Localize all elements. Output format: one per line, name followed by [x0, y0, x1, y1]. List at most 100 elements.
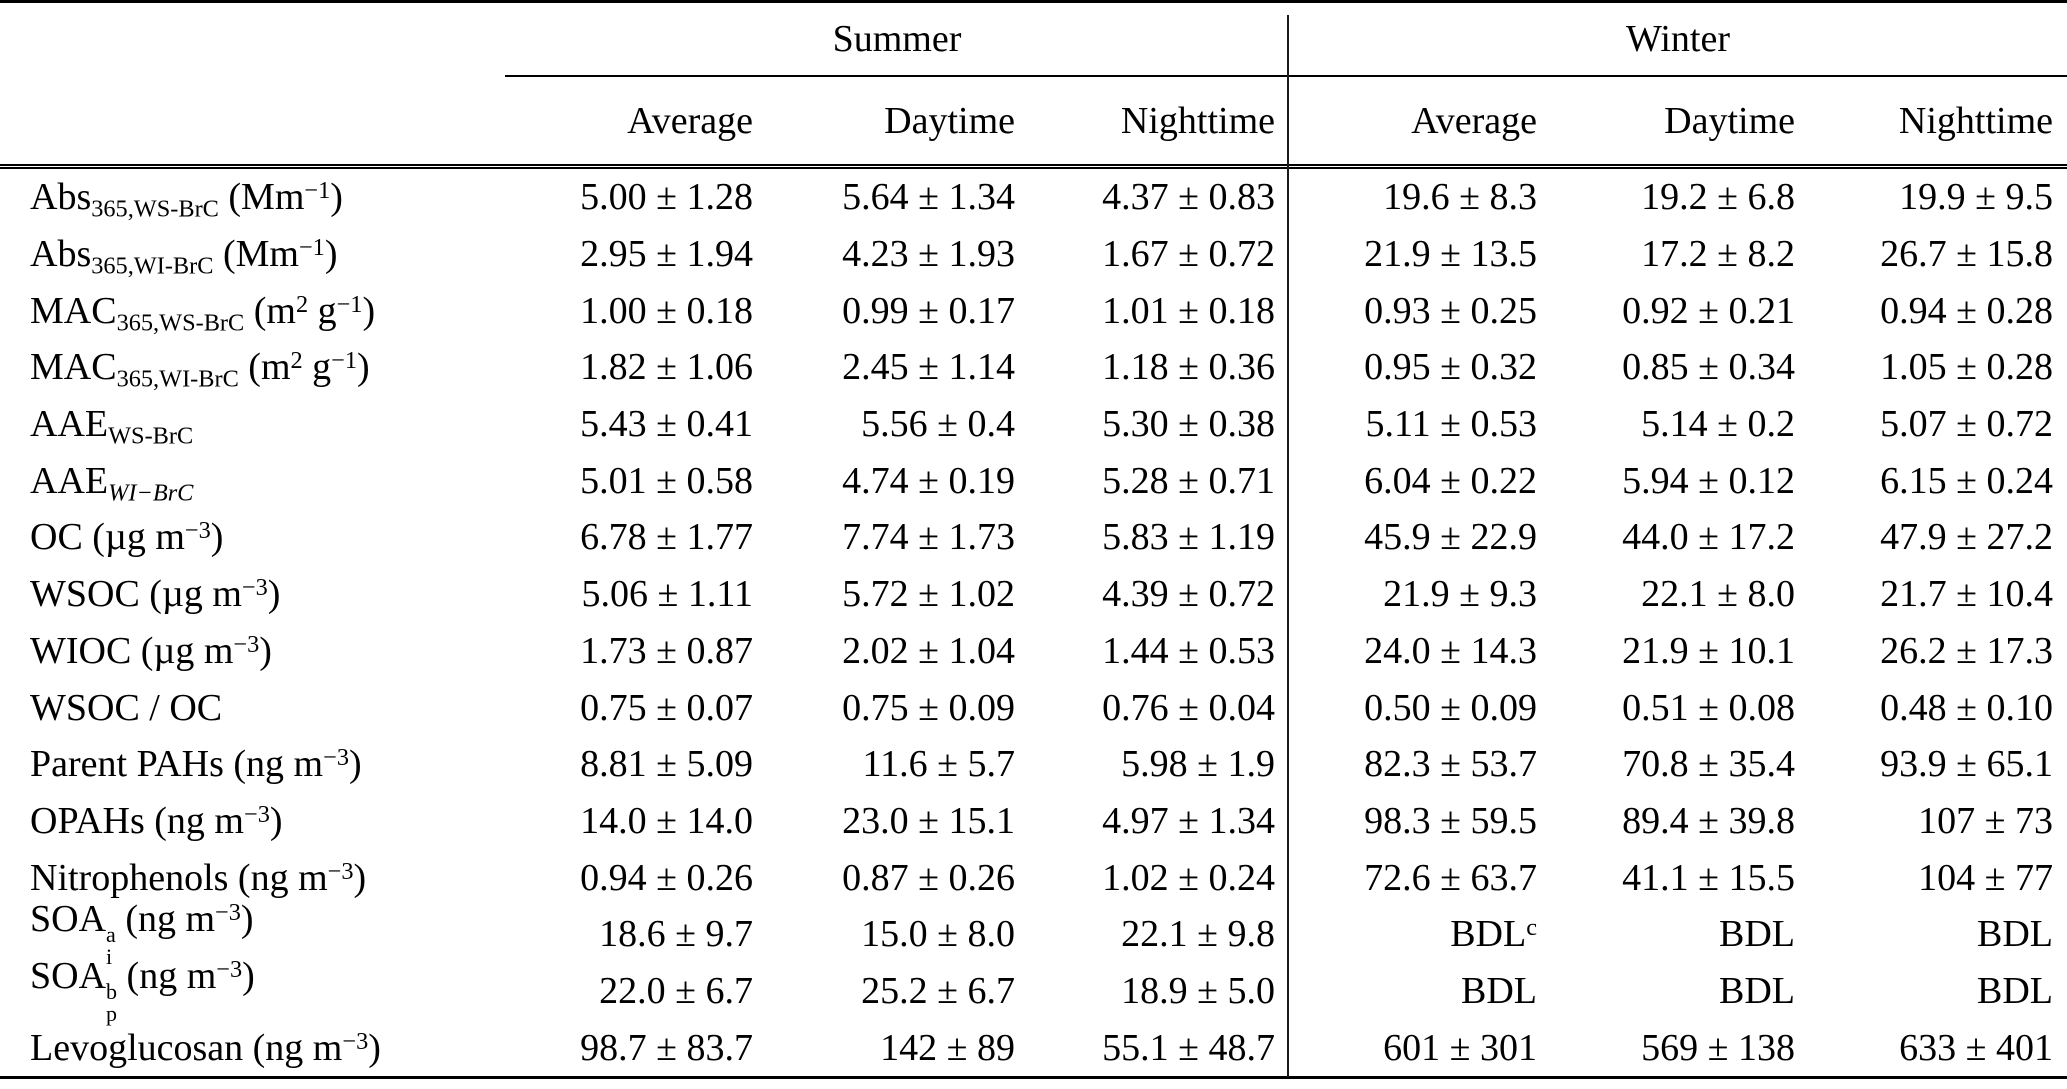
row-label: WSOC (µg m−3) — [30, 573, 281, 616]
value-cell: 8.81 ± 5.09 — [580, 743, 753, 786]
value-cell: 19.9 ± 9.5 — [1899, 176, 2053, 219]
value-cell: 4.97 ± 1.34 — [1102, 799, 1275, 842]
value-cell: 0.51 ± 0.08 — [1622, 686, 1795, 729]
value-cell: 0.95 ± 0.32 — [1364, 346, 1537, 389]
column-header-label: Average — [627, 99, 753, 142]
value-cell: 18.9 ± 5.0 — [1121, 969, 1275, 1012]
value-cell: 4.39 ± 0.72 — [1102, 573, 1275, 616]
value-cell: 4.37 ± 0.83 — [1102, 176, 1275, 219]
winter-group-label: Winter — [1626, 18, 1730, 60]
value-cell: 0.92 ± 0.21 — [1622, 289, 1795, 332]
row-label: Levoglucosan (ng m−3) — [30, 1026, 381, 1069]
header-corner-cell — [0, 3, 505, 77]
value-cell: 0.94 ± 0.26 — [580, 856, 753, 899]
value-cell: 14.0 ± 14.0 — [580, 799, 753, 842]
value-cell: 21.9 ± 10.1 — [1622, 629, 1795, 672]
value-cell: 107 ± 73 — [1918, 799, 2053, 842]
value-cell: 11.6 ± 5.7 — [862, 743, 1015, 786]
value-cell: 15.0 ± 8.0 — [861, 913, 1015, 956]
value-cell: 4.74 ± 0.19 — [842, 459, 1015, 502]
row-label: WIOC (µg m−3) — [30, 629, 272, 672]
value-cell: 0.50 ± 0.09 — [1364, 686, 1537, 729]
value-cell: 89.4 ± 39.8 — [1622, 799, 1795, 842]
subheader-winter-daytime: Daytime — [1551, 77, 1809, 169]
column-header-label: Daytime — [884, 99, 1015, 142]
value-cell: 5.00 ± 1.28 — [580, 176, 753, 219]
subheader-summer-daytime: Daytime — [767, 77, 1029, 169]
row-label: OC (µg m−3) — [30, 516, 224, 559]
value-cell: 1.44 ± 0.53 — [1102, 629, 1275, 672]
value-cell: 5.64 ± 1.34 — [842, 176, 1015, 219]
value-cell: 5.43 ± 0.41 — [580, 403, 753, 446]
value-cell: 45.9 ± 22.9 — [1364, 516, 1537, 559]
value-cell: 17.2 ± 8.2 — [1641, 233, 1795, 276]
value-cell: 0.99 ± 0.17 — [842, 289, 1015, 332]
value-cell: 24.0 ± 14.3 — [1364, 629, 1537, 672]
row-label: Nitrophenols (ng m−3) — [30, 856, 367, 899]
value-cell: 0.75 ± 0.07 — [580, 686, 753, 729]
subheader-summer-nighttime: Nighttime — [1029, 77, 1289, 169]
value-cell: BDL — [1461, 969, 1537, 1012]
row-label: MAC365,WS-BrC (m2 g−1) — [30, 289, 376, 336]
row-label: Parent PAHs (ng m−3) — [30, 743, 362, 786]
value-cell: 0.93 ± 0.25 — [1364, 289, 1537, 332]
value-cell: 19.6 ± 8.3 — [1383, 176, 1537, 219]
row-label: WSOC / OC — [30, 686, 223, 729]
value-cell: BDL — [1977, 969, 2053, 1012]
value-cell: 5.72 ± 1.02 — [842, 573, 1015, 616]
value-cell: 2.45 ± 1.14 — [842, 346, 1015, 389]
value-cell: BDL — [1719, 913, 1795, 956]
value-cell: 2.95 ± 1.94 — [580, 233, 753, 276]
value-cell: 5.07 ± 0.72 — [1880, 403, 2053, 446]
row-label: MAC365,WI-BrC (m2 g−1) — [30, 346, 370, 393]
value-cell: 2.02 ± 1.04 — [842, 629, 1015, 672]
row-label: OPAHs (ng m−3) — [30, 799, 283, 842]
value-cell: 55.1 ± 48.7 — [1102, 1026, 1275, 1069]
row-label: AAEWI−BrC — [30, 459, 194, 507]
value-cell: 142 ± 89 — [880, 1026, 1015, 1069]
value-cell: 93.9 ± 65.1 — [1880, 743, 2053, 786]
value-cell: 0.85 ± 0.34 — [1622, 346, 1795, 389]
value-cell: 6.15 ± 0.24 — [1880, 459, 2053, 502]
value-cell: BDL — [1977, 913, 2053, 956]
value-cell: 72.6 ± 63.7 — [1364, 856, 1537, 899]
value-cell: 22.1 ± 9.8 — [1121, 913, 1275, 956]
value-cell: 7.74 ± 1.73 — [842, 516, 1015, 559]
value-cell: 6.78 ± 1.77 — [580, 516, 753, 559]
value-cell: 25.2 ± 6.7 — [861, 969, 1015, 1012]
column-group-winter: Winter — [1289, 3, 2067, 77]
value-cell: 5.94 ± 0.12 — [1622, 459, 1795, 502]
value-cell: 5.01 ± 0.58 — [580, 459, 753, 502]
value-cell: 47.9 ± 27.2 — [1880, 516, 2053, 559]
column-header-label: Average — [1411, 99, 1537, 142]
value-cell: 22.0 ± 6.7 — [599, 969, 753, 1012]
value-cell: 70.8 ± 35.4 — [1622, 743, 1795, 786]
value-cell: 82.3 ± 53.7 — [1364, 743, 1537, 786]
value-cell: BDL — [1719, 969, 1795, 1012]
value-cell: 569 ± 138 — [1641, 1026, 1795, 1069]
value-cell: 1.01 ± 0.18 — [1102, 289, 1275, 332]
row-label: SOA b p (ng m−3) — [30, 954, 255, 1026]
value-cell: 0.94 ± 0.28 — [1880, 289, 2053, 332]
value-cell: 5.14 ± 0.2 — [1641, 403, 1795, 446]
value-cell: 1.00 ± 0.18 — [580, 289, 753, 332]
value-cell: 98.7 ± 83.7 — [580, 1026, 753, 1069]
value-cell: 23.0 ± 15.1 — [842, 799, 1015, 842]
value-cell: 601 ± 301 — [1383, 1026, 1537, 1069]
subheader-summer-average: Average — [505, 77, 767, 169]
column-header-label: Nighttime — [1120, 99, 1275, 142]
value-cell: 4.23 ± 1.93 — [842, 233, 1015, 276]
value-cell: 1.18 ± 0.36 — [1102, 346, 1275, 389]
value-cell: 19.2 ± 6.8 — [1641, 176, 1795, 219]
subheader-winter-average: Average — [1289, 77, 1551, 169]
summer-group-label: Summer — [832, 18, 962, 60]
value-cell: 0.76 ± 0.04 — [1102, 686, 1275, 729]
value-cell: 18.6 ± 9.7 — [599, 913, 753, 956]
value-cell: 104 ± 77 — [1918, 856, 2053, 899]
value-cell: 26.7 ± 15.8 — [1880, 233, 2053, 276]
value-cell: 0.87 ± 0.26 — [842, 856, 1015, 899]
value-cell: 5.83 ± 1.19 — [1102, 516, 1275, 559]
